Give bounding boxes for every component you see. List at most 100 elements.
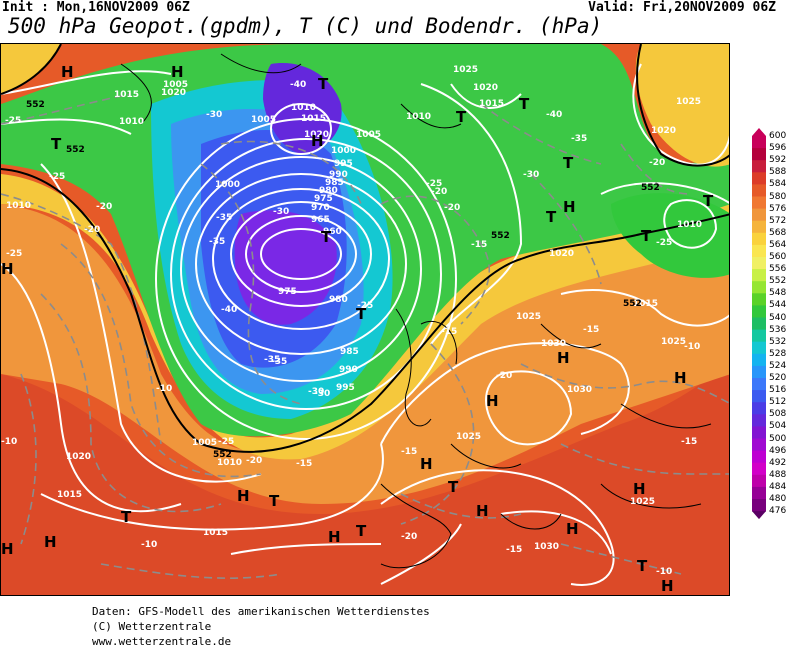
scale-label: 496 — [769, 445, 787, 456]
temp-label: -25 — [5, 116, 21, 126]
footer-credits: Daten: GFS-Modell des amerikanischen Wet… — [92, 604, 430, 649]
website-link[interactable]: www.wetterzentrale.de — [92, 635, 232, 648]
low-symbol: T — [448, 478, 459, 496]
scale-swatch — [752, 365, 766, 379]
scale-swatch — [752, 378, 766, 391]
scale-swatch — [752, 136, 766, 149]
temp-label: -25 — [49, 172, 65, 182]
scale-arrow-bottom — [752, 511, 766, 520]
temp-label: -10 — [684, 342, 700, 352]
low-symbol: T — [703, 192, 714, 210]
high-symbol: H — [1, 260, 14, 278]
contour-552-nw — [1, 44, 62, 95]
scale-label: 560 — [769, 252, 787, 262]
pressure-label: 1015 — [633, 299, 658, 309]
scale-label: 524 — [769, 360, 787, 371]
temp-label: -20 — [649, 158, 665, 168]
pressure-label: 1010 — [677, 220, 702, 230]
high-symbol: H — [44, 533, 57, 551]
pressure-centers: H H T H T T T T T T T H T T H H H T H T — [1, 63, 714, 595]
pressure-label: 975 — [314, 194, 333, 204]
temp-label: -40 — [290, 80, 306, 90]
high-symbol: H — [1, 540, 14, 558]
high-symbol: H — [563, 198, 576, 216]
pressure-label: 1025 — [661, 337, 686, 347]
temp-label: -25 — [6, 249, 22, 259]
low-symbol: T — [637, 557, 648, 575]
map-canvas: 1015 1010 1020 1005 1010 1015 1020 1000 … — [1, 44, 729, 595]
scale-label: 492 — [769, 457, 787, 468]
temp-label: -15 — [471, 240, 487, 250]
low-symbol: T — [269, 492, 280, 510]
pressure-label: 1000 — [215, 180, 240, 190]
pressure-label: 985 — [325, 178, 344, 188]
pressure-label: 995 — [336, 383, 355, 393]
scale-label: 512 — [769, 397, 787, 408]
pressure-label: 975 — [278, 287, 297, 297]
scale-label: 576 — [769, 203, 787, 214]
scale-swatch — [752, 244, 766, 258]
temp-label: -10 — [156, 384, 172, 394]
geopot-label: 552 — [26, 100, 45, 110]
scale-label: 508 — [769, 409, 787, 420]
pressure-label: 1015 — [57, 490, 82, 500]
temp-label: -40 — [221, 305, 237, 315]
geopot-label: 552 — [491, 231, 510, 241]
pressure-label: 1005 — [163, 80, 188, 90]
scale-swatch — [752, 257, 766, 270]
temp-label: -15 — [583, 325, 599, 335]
pressure-label: 1005 — [192, 438, 217, 448]
scale-swatch — [752, 414, 766, 427]
scale-swatch — [752, 196, 766, 210]
temp-label: -15 — [506, 545, 522, 555]
scale-swatch — [752, 390, 766, 403]
scale-label: 504 — [769, 421, 787, 432]
temp-label: -30 — [206, 110, 222, 120]
scale-label: 596 — [769, 143, 787, 154]
scale-label: 476 — [769, 506, 787, 517]
temp-label: -35 — [271, 357, 287, 367]
scale-swatch — [752, 426, 766, 439]
geopot-label: 552 — [213, 450, 232, 460]
scale-label: 528 — [769, 348, 787, 359]
scale-label: 600 — [769, 131, 787, 141]
pressure-label: 1020 — [651, 126, 676, 136]
temp-label: -25 — [357, 301, 373, 311]
low-symbol: T — [563, 154, 574, 172]
pressure-labels: 1015 1010 1020 1005 1010 1015 1020 1000 … — [6, 65, 702, 552]
scale-swatch — [752, 232, 766, 246]
pressure-label: 1015 — [479, 99, 504, 109]
pressure-label: 1025 — [453, 65, 478, 75]
temp-label: -10 — [656, 567, 672, 577]
temp-label: -25 — [426, 179, 442, 189]
pressure-label: 1030 — [567, 385, 592, 395]
pressure-label: 1010 — [217, 458, 242, 468]
high-symbol: H — [486, 392, 499, 410]
pressure-label: 1025 — [676, 97, 701, 107]
scale-label: 564 — [769, 239, 787, 250]
low-symbol: T — [121, 508, 132, 526]
high-symbol: H — [557, 349, 570, 367]
temp-label: -15 — [296, 459, 312, 469]
scale-label: 580 — [769, 191, 787, 202]
scale-swatch — [752, 402, 766, 415]
low-symbol: T — [51, 135, 62, 153]
geopotential-labels: 552 552 552 552 552 552 — [26, 100, 660, 460]
copyright: (C) Wetterzentrale — [92, 620, 212, 633]
temp-label: -25 — [656, 238, 672, 248]
temp-label: -20 — [444, 203, 460, 213]
scale-swatch — [752, 293, 766, 306]
coastlines — [120, 53, 712, 569]
map-title: 500 hPa Geopot.(gpdm), T (C) und Bodendr… — [8, 14, 603, 38]
pressure-label: 1015 — [301, 114, 326, 124]
pressure-label: 1020 — [66, 452, 91, 462]
scale-swatch — [752, 208, 766, 222]
high-symbol: H — [661, 577, 674, 595]
temperature-labels: -25 -20 -25 -20 -30 -35 -30 -35 -40 -40 … — [1, 80, 700, 577]
scale-label: 500 — [769, 433, 787, 444]
temp-label: -20 — [431, 187, 447, 197]
scale-label: 556 — [769, 264, 787, 275]
geopot-label: 552 — [623, 299, 642, 309]
high-symbol: H — [237, 487, 250, 505]
scale-swatch — [752, 317, 766, 331]
